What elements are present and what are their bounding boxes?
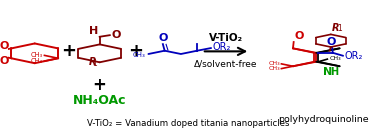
Text: 1: 1 (92, 59, 97, 68)
Text: O: O (294, 31, 304, 41)
Text: CH₃: CH₃ (268, 61, 280, 66)
Text: O: O (158, 33, 167, 43)
Text: O: O (0, 41, 8, 51)
Text: N: N (323, 67, 333, 77)
Text: polyhydroquinoline: polyhydroquinoline (278, 115, 369, 124)
Text: V-TiO₂: V-TiO₂ (209, 33, 243, 43)
Text: O: O (0, 56, 9, 66)
Text: CH₃: CH₃ (31, 58, 43, 64)
Text: R: R (332, 23, 339, 33)
Text: H: H (330, 67, 338, 77)
Text: V-TiO₂ = Vanadium doped titania nanoparticles: V-TiO₂ = Vanadium doped titania nanopart… (87, 119, 290, 128)
Text: Δ/solvent-free: Δ/solvent-free (194, 59, 258, 68)
Text: +: + (61, 42, 76, 60)
Text: +: + (128, 42, 143, 60)
Text: O: O (112, 30, 121, 40)
Text: NH₄OAc: NH₄OAc (73, 94, 126, 107)
Text: CH₃: CH₃ (31, 52, 43, 58)
Text: OR₂: OR₂ (344, 51, 363, 61)
Text: R: R (88, 57, 96, 67)
Text: CH₃: CH₃ (268, 66, 280, 71)
Text: +: + (93, 76, 107, 94)
Text: CH₃: CH₃ (133, 52, 146, 58)
Text: H: H (88, 26, 98, 36)
Text: O: O (327, 37, 336, 47)
Text: OR₂: OR₂ (212, 42, 231, 52)
Text: CH₃: CH₃ (329, 56, 341, 61)
Text: 1: 1 (337, 24, 342, 33)
